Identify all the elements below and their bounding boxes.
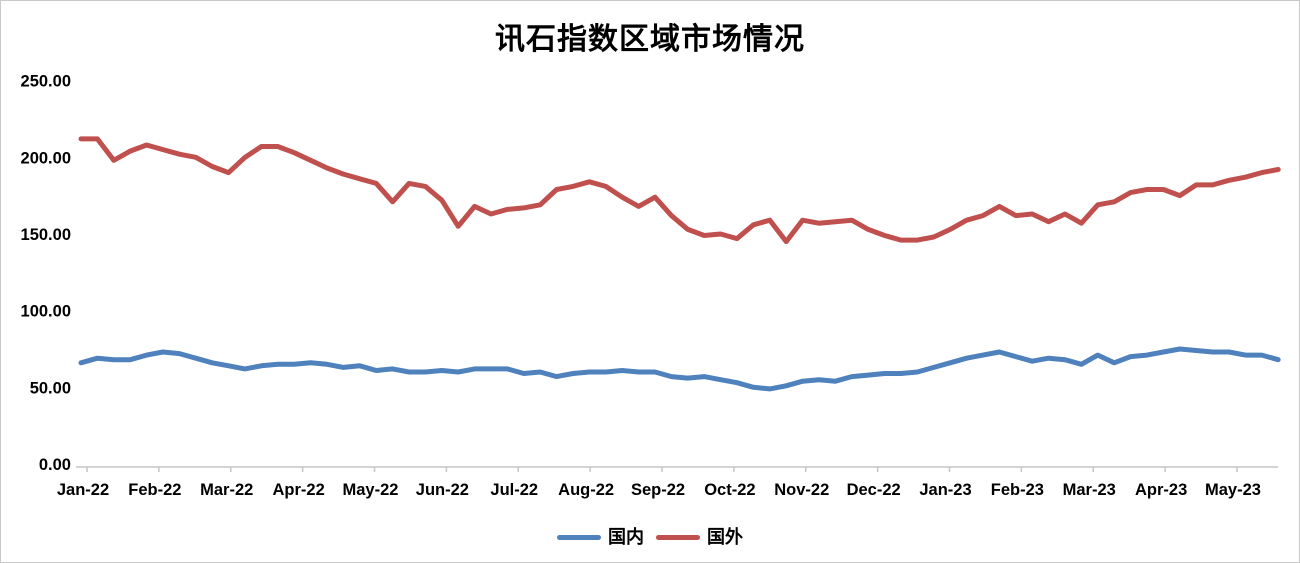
x-axis-label: Aug-22 — [558, 481, 614, 499]
chart-title: 讯石指数区域市场情况 — [495, 23, 805, 56]
x-axis-label: Apr-22 — [272, 481, 324, 499]
legend-swatch-domestic-line — [557, 534, 601, 540]
x-axis-label: Feb-22 — [128, 481, 181, 499]
x-axis-label: Jan-23 — [919, 481, 971, 499]
x-axis-label: Nov-22 — [774, 481, 829, 499]
legend-label-domestic: 国内 — [608, 527, 644, 547]
x-axis-label: Oct-22 — [704, 481, 755, 499]
x-axis-label: Apr-23 — [1135, 481, 1187, 499]
foreign-series-line — [78, 136, 1281, 245]
x-axis-label: Jul-22 — [490, 481, 538, 499]
x-axis-label: Jun-22 — [416, 481, 469, 499]
x-axis-label: May-23 — [1205, 481, 1261, 499]
y-axis-label: 250.00 — [21, 73, 71, 91]
x-axis-label: Mar-22 — [200, 481, 253, 499]
y-axis-label: 150.00 — [21, 226, 71, 244]
legend-swatch-foreign-line — [656, 534, 700, 540]
x-axis-label: Feb-23 — [991, 481, 1044, 499]
y-axis-label: 200.00 — [21, 149, 71, 167]
legend: 国内 国外 — [1, 528, 1299, 546]
x-axis-label: Sep-22 — [631, 481, 685, 499]
y-axis-label: 0.00 — [39, 456, 71, 474]
domestic-series-line — [78, 346, 1281, 392]
y-axis-label: 50.00 — [30, 379, 71, 397]
x-axis-label: Mar-23 — [1063, 481, 1116, 499]
x-axis-label: Jan-22 — [57, 481, 109, 499]
y-axis-label: 100.00 — [21, 303, 71, 321]
x-axis-label: Dec-22 — [847, 481, 901, 499]
x-axis-label: May-22 — [343, 481, 399, 499]
legend-label-foreign: 国外 — [707, 527, 743, 547]
